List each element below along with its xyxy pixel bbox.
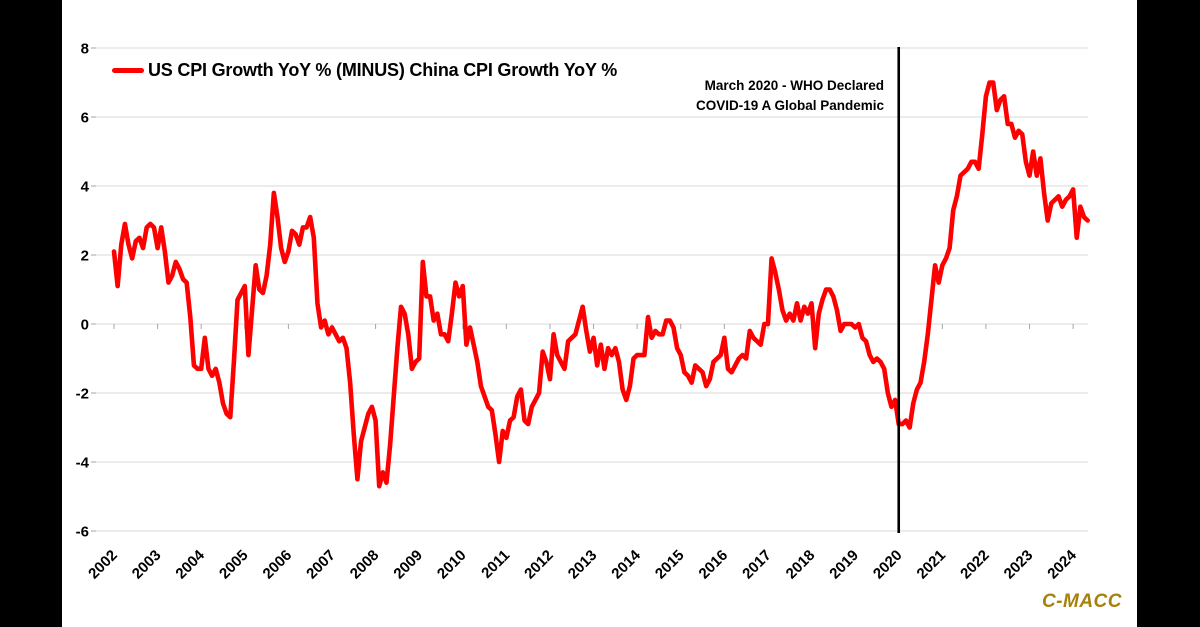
- covid-annotation-line1: March 2020 - WHO Declared: [704, 78, 884, 93]
- covid-annotation: March 2020 - WHO Declared COVID-19 A Glo…: [696, 76, 884, 116]
- x-axis-label: 2020: [870, 547, 906, 583]
- x-axis-label: 2017: [739, 547, 775, 583]
- x-axis-label: 2003: [129, 547, 165, 583]
- cpi-differential-line: [111, 80, 1090, 489]
- y-axis-label: 8: [81, 41, 89, 58]
- x-axis-label: 2009: [390, 547, 426, 583]
- y-axis-label: -4: [76, 455, 90, 472]
- legend: US CPI Growth YoY % (MINUS) China CPI Gr…: [112, 60, 617, 80]
- x-axis-label: 2011: [478, 547, 513, 582]
- cmacc-watermark: C-MACC: [1041, 591, 1122, 612]
- x-axis-label: 2019: [826, 547, 862, 583]
- x-axis-label: 2013: [565, 547, 601, 583]
- x-axis-label: 2022: [957, 547, 993, 583]
- x-axis-label: 2024: [1044, 546, 1080, 582]
- legend-label: US CPI Growth YoY % (MINUS) China CPI Gr…: [148, 59, 618, 80]
- x-axis-label: 2008: [347, 547, 383, 583]
- x-axis-label: 2006: [260, 547, 296, 583]
- y-axis-label: 2: [81, 248, 89, 265]
- x-axis-label: 2018: [783, 547, 819, 583]
- x-axis-label: 2021: [914, 547, 950, 583]
- x-axis-label: 2016: [696, 547, 732, 583]
- x-axis-label: 2014: [608, 546, 644, 582]
- x-axis-label: 2007: [303, 547, 339, 583]
- x-axis-label: 2015: [652, 547, 688, 583]
- y-axis-label: 0: [81, 317, 89, 334]
- x-axis-label: 2002: [85, 547, 121, 583]
- x-axis-label: 2005: [216, 547, 252, 583]
- chart-slide: 8 6 4 2 0 -2 -4 -6 2002 2003 2004 2005 2006 2007 2008 2…: [62, 0, 1137, 627]
- y-axis-label: 4: [81, 179, 90, 196]
- x-axis-label: 2012: [521, 547, 557, 583]
- x-axis-label: 2023: [1001, 547, 1037, 583]
- y-axis-label: -2: [76, 386, 89, 403]
- covid-annotation-line2: COVID-19 A Global Pandemic: [695, 98, 884, 113]
- x-axis-label: 2004: [172, 546, 208, 582]
- y-axis-label: 6: [81, 110, 89, 127]
- x-axis-label: 2010: [434, 547, 470, 583]
- legend-line-marker: [112, 67, 144, 73]
- y-axis-label: -6: [76, 524, 89, 541]
